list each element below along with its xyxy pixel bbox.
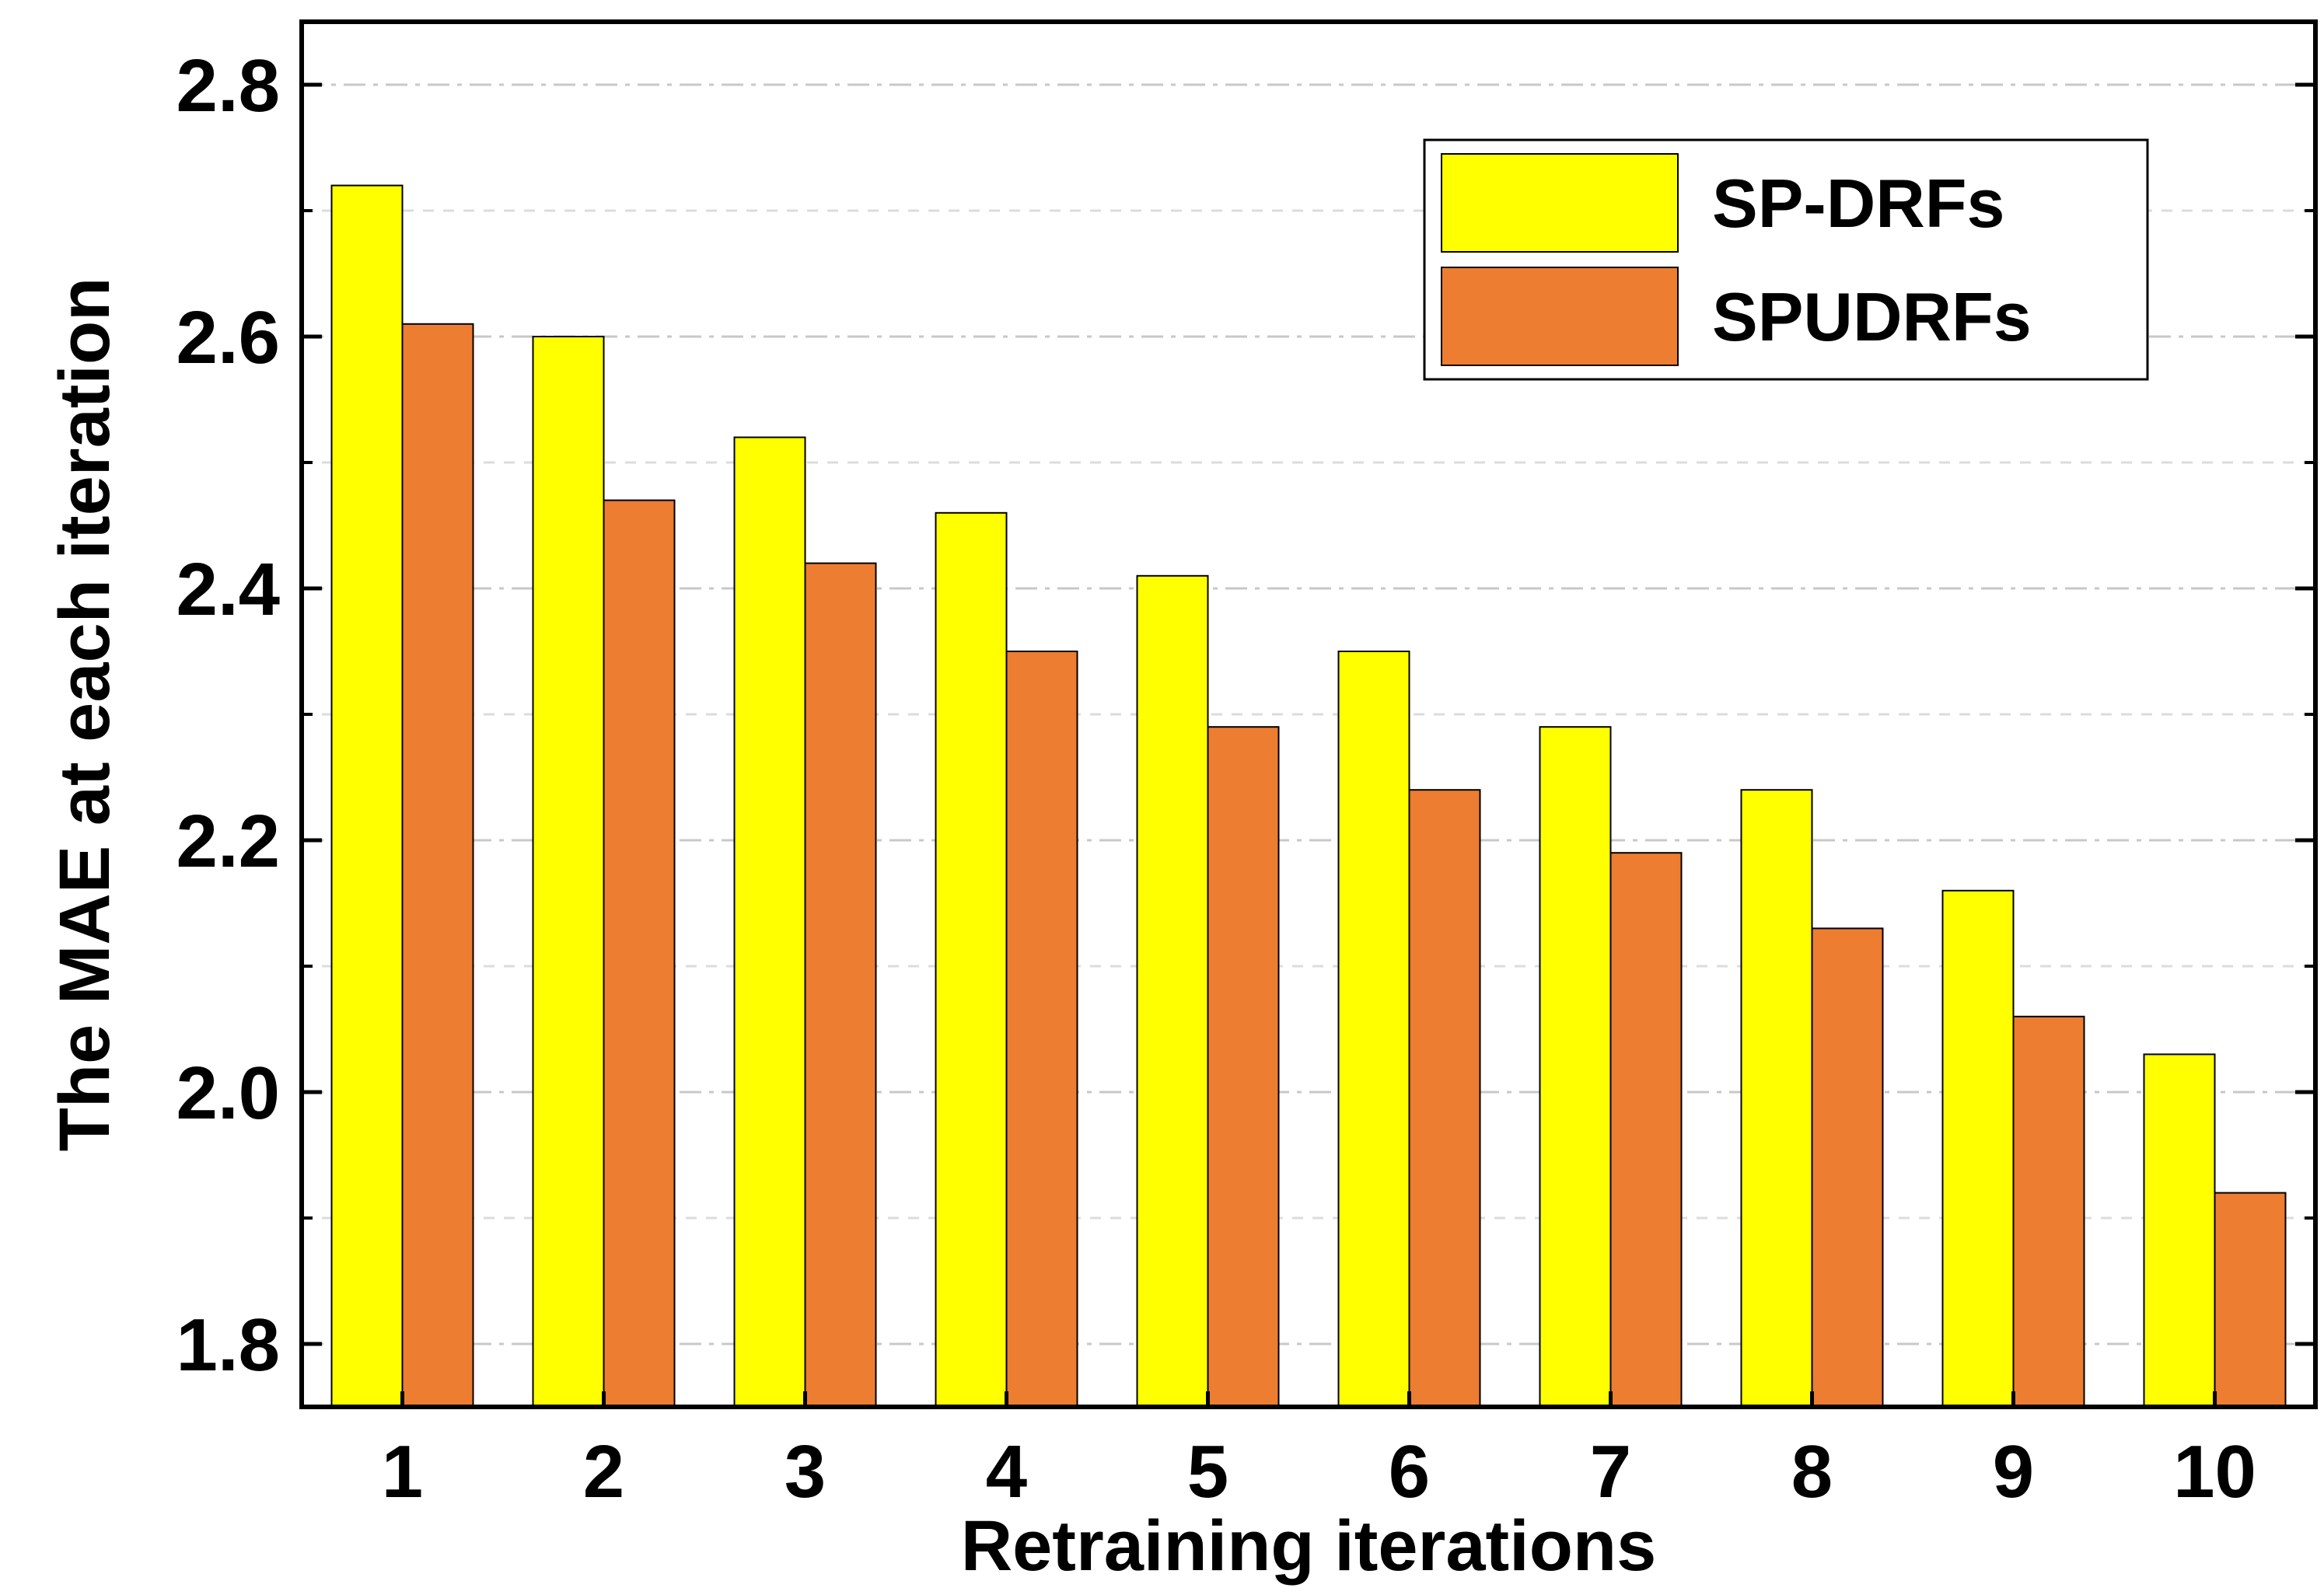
x-tick-label: 5 [1187,1430,1228,1513]
bar-spudrfs [1609,852,1683,1408]
y-tick-label: 2.2 [176,800,280,883]
y-tick-label: 2.4 [176,548,280,631]
bar-sp-drfs [1539,726,1612,1408]
bar-sp-drfs [733,436,806,1408]
y-axis-ticks: 1.8 2.0 2.2 2.4 2.6 2.8 [176,44,2315,1387]
x-axis-ticks: 1 2 3 4 5 6 7 8 9 10 [382,1391,2256,1513]
x-tick-label: 10 [2173,1430,2256,1513]
legend-label-sp-drfs: SP-DRFs [1712,165,2005,242]
bar-sp-drfs [1337,651,1410,1408]
bar-spudrfs [2012,1015,2085,1408]
x-tick-label: 8 [1791,1430,1833,1513]
bar-spudrfs [603,499,676,1408]
bar-spudrfs [1811,927,1884,1408]
bar-spudrfs [1005,651,1078,1408]
legend-swatch-sp-drfs [1441,153,1679,253]
x-tick-label: 2 [583,1430,624,1513]
bar-spudrfs [1207,726,1280,1408]
bar-sp-drfs [1740,789,1813,1408]
bars [330,184,2287,1408]
x-tick-label: 7 [1590,1430,1631,1513]
y-axis-title: The MAE at each iteration [45,277,124,1152]
bar-spudrfs [2214,1192,2287,1408]
bar-spudrfs [804,562,877,1408]
x-tick-label: 6 [1389,1430,1430,1513]
legend: SP-DRFs SPUDRFs [1423,138,2149,381]
bar-sp-drfs [2143,1053,2216,1408]
y-tick-label: 2.0 [176,1052,280,1135]
x-tick-label: 4 [986,1430,1027,1513]
y-tick-label: 1.8 [176,1304,280,1387]
bar-spudrfs [401,323,474,1408]
bar-sp-drfs [532,336,605,1408]
bar-sp-drfs [935,511,1008,1408]
x-tick-label: 1 [382,1430,423,1513]
x-tick-label: 3 [785,1430,826,1513]
bar-sp-drfs [330,184,404,1408]
x-tick-label: 9 [1993,1430,2034,1513]
legend-swatch-spudrfs [1441,267,1679,366]
bar-sp-drfs [1136,574,1209,1408]
bar-sp-drfs [1941,889,2015,1408]
y-tick-label: 2.8 [176,44,280,127]
bar-spudrfs [1408,789,1481,1408]
x-axis-title: Retraining iterations [961,1506,1657,1586]
y-tick-label: 2.6 [176,296,280,379]
legend-label-spudrfs: SPUDRFs [1712,278,2032,355]
